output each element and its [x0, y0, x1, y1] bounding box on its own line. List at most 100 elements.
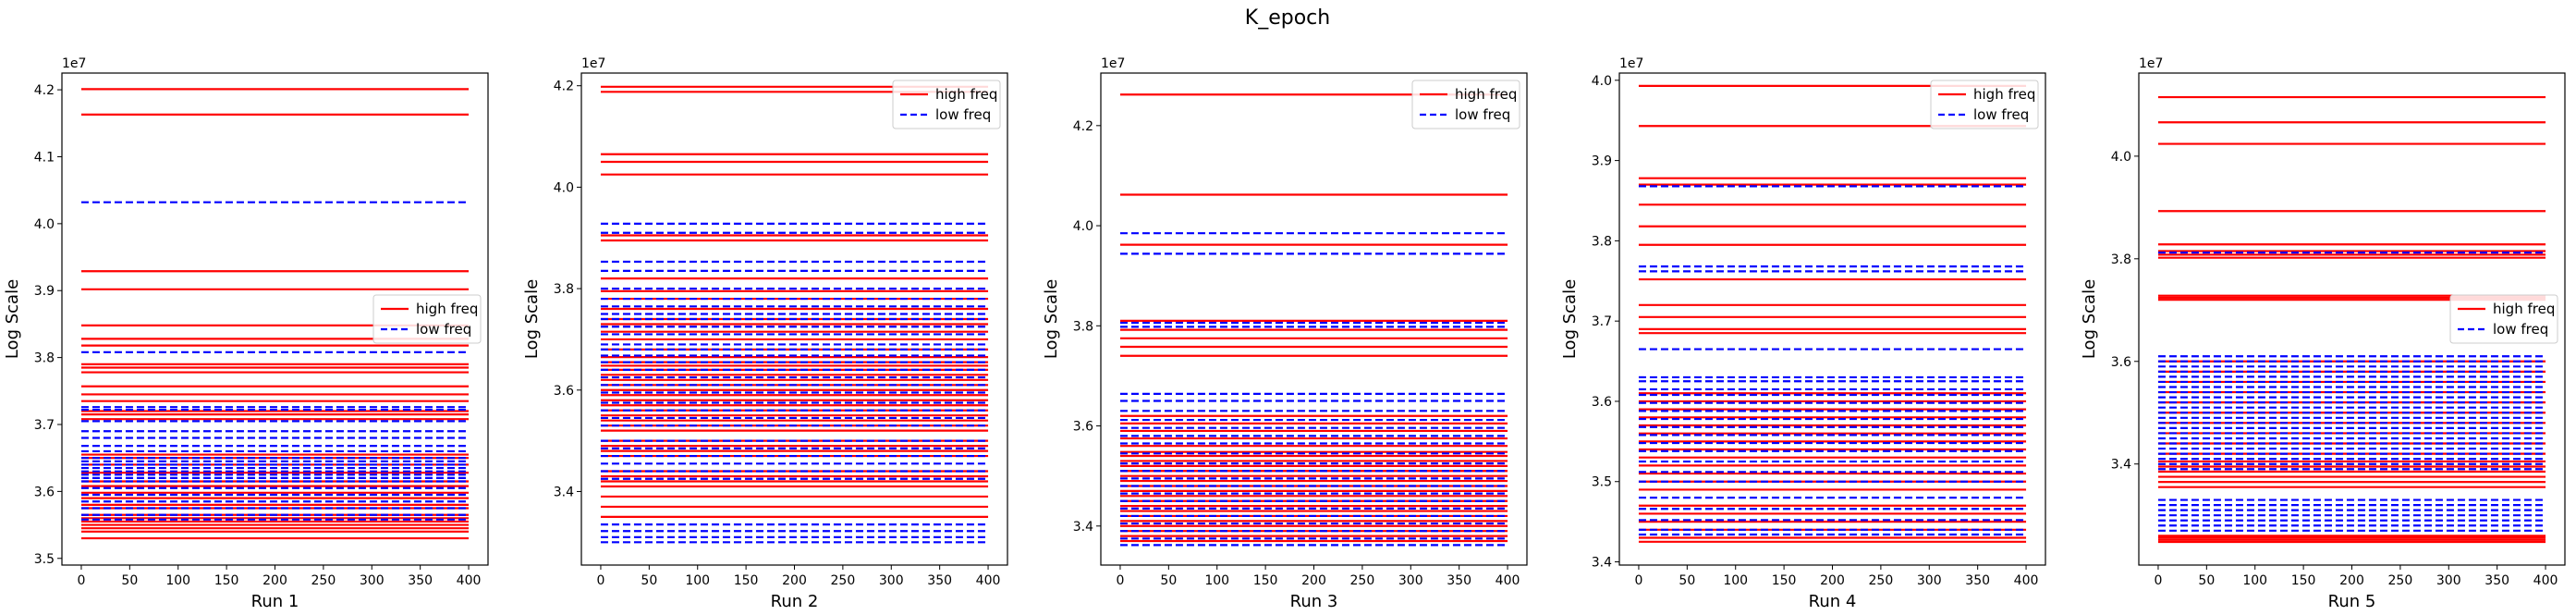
- y-offset-label: 1e7: [581, 56, 605, 71]
- x-tick-label: 150: [2291, 573, 2316, 588]
- x-tick-label: 250: [831, 573, 856, 588]
- y-tick-label: 3.4: [1592, 556, 1612, 571]
- legend-label: high freq: [1455, 86, 1517, 103]
- legend: high freq low freq: [2449, 294, 2558, 344]
- x-tick-label: 200: [782, 573, 807, 588]
- y-tick-label: 3.4: [2111, 458, 2131, 473]
- subplot-grid: 0 50 100 150 200 250 300 350 400 3.5 3.6 3.7 3.8 3.9 4…: [3, 56, 2566, 611]
- y-axis-label: Log Scale: [522, 279, 542, 359]
- x-tick-label: 200: [262, 573, 287, 588]
- legend: high freq low freq: [892, 80, 1001, 129]
- x-tick-label: 150: [1253, 573, 1278, 588]
- x-tick-label: 300: [360, 573, 385, 588]
- y-offset-label: 1e7: [1619, 56, 1643, 71]
- x-tick-label: 250: [311, 573, 336, 588]
- y-tick-label: 4.0: [554, 180, 574, 195]
- series-low-freq: [1119, 232, 1508, 547]
- x-axis-label: Run 1: [251, 592, 299, 611]
- x-axis-label: Run 2: [771, 592, 819, 611]
- x-tick-label: 400: [2533, 573, 2558, 588]
- y-tick-label: 3.6: [34, 485, 55, 499]
- x-tick-label: 50: [1160, 573, 1177, 588]
- y-tick-label: 3.4: [554, 485, 574, 499]
- x-tick-label: 300: [1398, 573, 1423, 588]
- x-tick-label: 400: [976, 573, 1001, 588]
- x-tick-label: 250: [2388, 573, 2413, 588]
- legend-label: high freq: [416, 301, 478, 317]
- y-tick-label: 4.2: [554, 80, 574, 94]
- legend-box: [2449, 294, 2558, 344]
- y-tick-label: 4.2: [34, 83, 55, 98]
- x-tick-label: 50: [641, 573, 657, 588]
- legend: high freq low freq: [372, 294, 482, 344]
- y-axis-label: Log Scale: [1560, 279, 1580, 359]
- x-tick-label: 150: [734, 573, 759, 588]
- x-tick-label: 200: [1301, 573, 1326, 588]
- y-offset-label: 1e7: [2139, 56, 2163, 71]
- x-tick-label: 400: [2014, 573, 2039, 588]
- x-tick-label: 0: [1116, 573, 1124, 588]
- y-offset-label: 1e7: [1101, 56, 1125, 71]
- x-tick-label: 200: [2339, 573, 2364, 588]
- subplot-run-1: 0 50 100 150 200 250 300 350 400 3.5 3.6 3.7 3.8 3.9 4…: [3, 56, 489, 611]
- legend-label: high freq: [2493, 301, 2555, 317]
- x-tick-label: 150: [214, 573, 239, 588]
- legend-box: [1411, 80, 1520, 129]
- y-tick-label: 3.6: [1592, 395, 1612, 410]
- x-tick-label: 0: [77, 573, 85, 588]
- x-tick-label: 300: [1917, 573, 1942, 588]
- x-tick-label: 350: [1965, 573, 1990, 588]
- y-tick-label: 3.7: [1592, 314, 1612, 329]
- y-tick-label: 3.8: [1073, 319, 1093, 334]
- legend: high freq low freq: [1930, 80, 2039, 129]
- y-tick-label: 4.1: [34, 150, 55, 165]
- x-tick-label: 350: [408, 573, 433, 588]
- y-tick-label: 4.0: [34, 217, 55, 232]
- x-tick-label: 50: [2198, 573, 2215, 588]
- legend-box: [372, 294, 482, 344]
- axes-frame: [1618, 72, 2046, 566]
- legend: high freq low freq: [1411, 80, 1520, 129]
- subplot-run-5: 0 50 100 150 200 250 300 350 400 3.4 3.6 3.8 4.0 1e7 R…: [2080, 56, 2566, 611]
- x-tick-label: 400: [457, 573, 482, 588]
- legend-label: low freq: [1973, 106, 2029, 123]
- series-low-freq: [600, 222, 989, 544]
- y-tick-label: 3.6: [1073, 420, 1093, 435]
- series-high-freq: [1119, 93, 1508, 543]
- figure-title: K_epoch: [1245, 6, 1330, 30]
- y-tick-label: 3.9: [1592, 154, 1612, 169]
- x-tick-label: 350: [927, 573, 952, 588]
- x-tick-label: 100: [165, 573, 190, 588]
- legend-label: low freq: [416, 321, 471, 338]
- y-tick-label: 3.8: [554, 282, 574, 297]
- subplot-run-3: 0 50 100 150 200 250 300 350 400 3.4 3.6 3.8 4.0 4.2 1…: [1042, 56, 1528, 611]
- legend-label: high freq: [935, 86, 997, 103]
- y-tick-label: 3.6: [2111, 355, 2131, 370]
- x-tick-label: 0: [1634, 573, 1642, 588]
- x-tick-label: 50: [121, 573, 138, 588]
- y-tick-label: 3.5: [34, 552, 55, 567]
- legend-box: [892, 80, 1001, 129]
- x-tick-label: 200: [1820, 573, 1845, 588]
- series-high-freq: [1638, 84, 2027, 543]
- x-tick-label: 250: [1869, 573, 1894, 588]
- series-low-freq: [80, 201, 470, 521]
- subplot-run-4: 0 50 100 150 200 250 300 350 400 3.4 3.5 3.6 3.7 3.8 3…: [1560, 56, 2046, 611]
- x-tick-label: 50: [1679, 573, 1695, 588]
- subplot-run-2: 0 50 100 150 200 250 300 350 400 3.4 3.6 3.8 4.0 4.2 1…: [522, 56, 1008, 611]
- x-tick-label: 400: [1496, 573, 1520, 588]
- x-tick-label: 150: [1772, 573, 1797, 588]
- series-low-freq: [1638, 185, 2027, 536]
- y-tick-label: 3.7: [34, 418, 55, 433]
- y-tick-label: 3.8: [34, 351, 55, 366]
- y-tick-label: 4.0: [1592, 74, 1612, 89]
- y-axis-label: Log Scale: [3, 279, 22, 359]
- y-axis-label: Log Scale: [1042, 279, 1061, 359]
- legend-label: low freq: [2493, 321, 2548, 338]
- x-tick-label: 100: [1204, 573, 1229, 588]
- y-tick-label: 3.5: [1592, 475, 1612, 490]
- x-axis-label: Run 4: [1809, 592, 1857, 611]
- x-tick-label: 250: [1350, 573, 1375, 588]
- x-tick-label: 0: [596, 573, 604, 588]
- y-tick-label: 3.4: [1073, 520, 1093, 535]
